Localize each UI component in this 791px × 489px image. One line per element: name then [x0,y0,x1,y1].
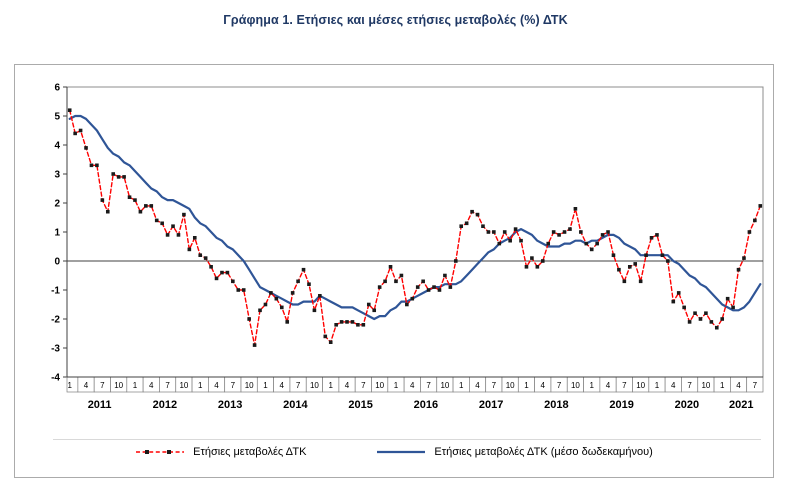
svg-text:2015: 2015 [348,399,372,411]
svg-text:1: 1 [263,381,268,390]
svg-text:7: 7 [100,381,105,390]
svg-text:10: 10 [375,381,384,390]
svg-text:4: 4 [280,381,285,390]
svg-text:1: 1 [720,381,725,390]
svg-text:-1: -1 [51,286,60,297]
svg-text:4: 4 [736,381,741,390]
svg-text:2014: 2014 [283,399,308,411]
svg-text:4: 4 [410,381,415,390]
svg-text:10: 10 [506,381,515,390]
svg-text:7: 7 [231,381,236,390]
svg-text:2021: 2021 [729,399,753,411]
svg-text:-3: -3 [51,344,60,355]
svg-text:4: 4 [606,381,611,390]
legend-item-annual: Ετήσιες μεταβολές ΔΤΚ [135,446,306,458]
svg-text:1: 1 [198,381,203,390]
svg-text:1: 1 [67,381,72,390]
svg-text:10: 10 [114,381,123,390]
svg-text:10: 10 [701,381,710,390]
svg-text:4: 4 [84,381,89,390]
svg-text:2017: 2017 [479,399,503,411]
svg-text:4: 4 [345,381,350,390]
legend-label-average: Ετήσιες μεταβολές ΔΤΚ (μέσο δωδεκαμήνου) [434,446,653,458]
series-average-line [68,114,762,321]
svg-text:10: 10 [310,381,319,390]
svg-text:1: 1 [328,381,333,390]
x-axis-month-labels: 1 4 7 10 1 4 7 10 1 4 7 10 1 4 7 10 1 4 7 10 1 4 7 10 1 4 7 10 1 4 7 10… [66,376,764,393]
chart-title: Γράφημα 1. Ετήσιες και μέσες ετήσιες μετ… [223,13,568,27]
svg-text:7: 7 [426,381,431,390]
svg-text:1: 1 [589,381,594,390]
svg-text:7: 7 [492,381,497,390]
legend-label-annual: Ετήσιες μεταβολές ΔΤΚ [193,446,307,458]
svg-text:1: 1 [655,381,660,390]
svg-text:7: 7 [165,381,170,390]
svg-text:6: 6 [54,83,60,94]
svg-text:7: 7 [296,381,301,390]
svg-text:4: 4 [54,141,60,152]
svg-text:2: 2 [54,199,60,210]
svg-text:2012: 2012 [153,399,177,411]
legend-item-average: Ετήσιες μεταβολές ΔΤΚ (μέσο δωδεκαμήνου) [376,446,653,458]
svg-text:2018: 2018 [544,399,568,411]
svg-text:2011: 2011 [88,399,112,411]
svg-text:10: 10 [636,381,645,390]
plot-area [66,86,764,378]
svg-text:2016: 2016 [414,399,438,411]
legend-swatch-dashed-red-icon [136,450,185,454]
svg-text:4: 4 [475,381,480,390]
svg-text:1: 1 [524,381,529,390]
svg-text:4: 4 [149,381,154,390]
svg-text:7: 7 [687,381,692,390]
svg-text:7: 7 [753,381,758,390]
svg-text:1: 1 [54,228,60,239]
svg-text:7: 7 [622,381,627,390]
svg-text:5: 5 [54,112,60,123]
svg-text:10: 10 [571,381,580,390]
svg-text:0: 0 [54,257,60,268]
svg-text:7: 7 [557,381,562,390]
svg-text:2013: 2013 [218,399,242,411]
svg-text:3: 3 [54,170,60,181]
y-axis: 6 5 4 3 2 1 0 -1 -2 -3 -4 [51,83,68,384]
svg-text:1: 1 [133,381,138,390]
svg-text:4: 4 [214,381,219,390]
series-annual-line [67,108,763,347]
legend-divider [53,439,761,440]
svg-text:4: 4 [671,381,676,390]
chart-legend: Ετήσιες μεταβολές ΔΤΚ Ετήσιες μεταβολές … [15,446,773,458]
svg-text:7: 7 [361,381,366,390]
chart-frame: 6 5 4 3 2 1 0 -1 -2 -3 -4 1 4 7 10 1 4 7 10 1 4 7 10 1 4 7 10 1 4 7 10… [14,64,774,478]
svg-text:-2: -2 [51,315,60,326]
svg-text:10: 10 [245,381,254,390]
x-axis-year-labels: 2011 2012 2013 2014 2015 2016 2017 2018 2019 2020… [88,399,754,411]
svg-text:1: 1 [459,381,464,390]
svg-text:4: 4 [541,381,546,390]
legend-swatch-solid-blue-icon [377,450,426,454]
svg-text:1: 1 [394,381,399,390]
svg-text:-4: -4 [51,373,60,384]
svg-text:10: 10 [440,381,449,390]
svg-text:2020: 2020 [675,399,699,411]
svg-text:10: 10 [179,381,188,390]
svg-text:2019: 2019 [609,399,633,411]
